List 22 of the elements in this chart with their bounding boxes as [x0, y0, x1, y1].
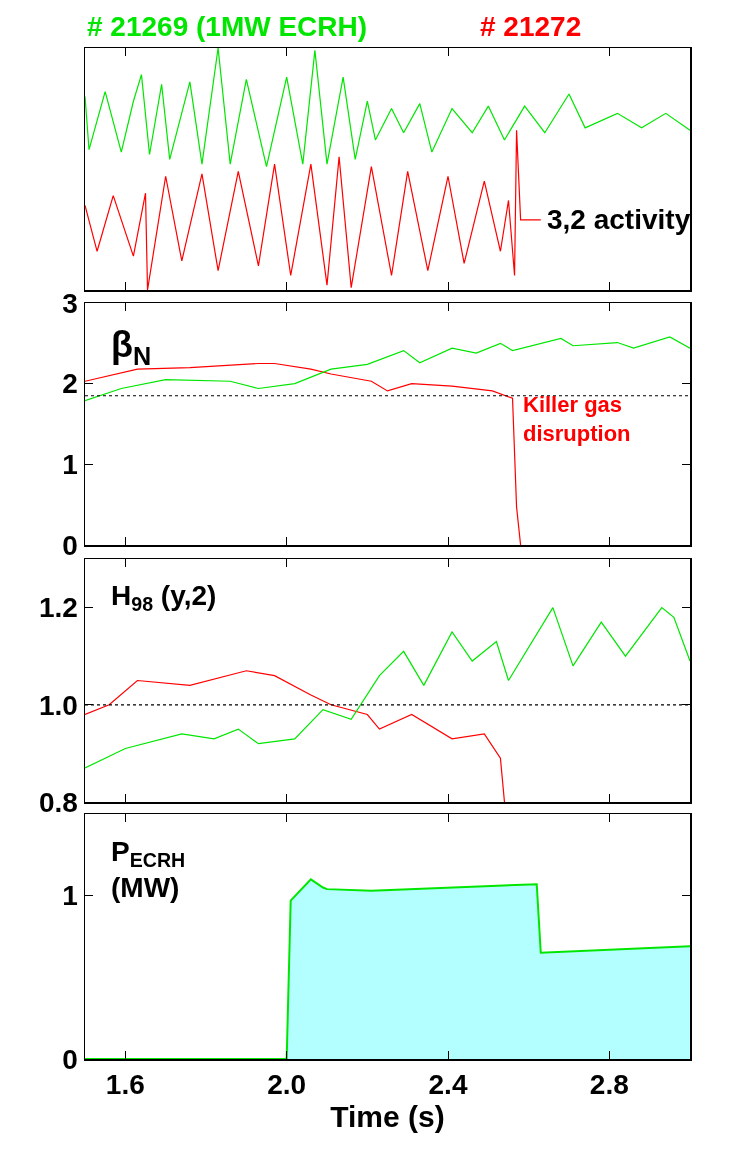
- line-series: [85, 670, 506, 802]
- x-tick-label: 2.4: [428, 1069, 468, 1101]
- y-tick-label: 0: [62, 529, 78, 561]
- annotation: 3,2 activity: [547, 204, 691, 235]
- y-tick-label: 1: [62, 449, 78, 481]
- y-axis-title: β$_{N}$: [111, 324, 152, 370]
- series-label: # 21269 (1MW ECRH): [87, 11, 368, 42]
- y-tick-label: 2: [62, 368, 78, 400]
- x-tick-label: 2.8: [589, 1069, 629, 1101]
- y-tick-label: 1: [62, 880, 78, 912]
- x-tick-label: 2.0: [267, 1069, 307, 1101]
- y-tick-label: 1.0: [38, 689, 78, 721]
- y-tick-label: 0.8: [38, 786, 78, 818]
- annotation: Killer gas disruption: [523, 392, 631, 446]
- y-tick-label: 3: [62, 287, 78, 319]
- x-axis-title: Time (s): [330, 1100, 445, 1134]
- y-tick-label: 0: [62, 1043, 78, 1075]
- y-axis-title: P$_{ECRH}$ (MW): [111, 836, 186, 904]
- y-axis-title: H$_{98}$ (y,2): [111, 580, 217, 615]
- text: # 21272: [480, 11, 582, 42]
- x-tick-label: 1.6: [105, 1069, 145, 1101]
- y-tick-label: 1.2: [38, 592, 78, 624]
